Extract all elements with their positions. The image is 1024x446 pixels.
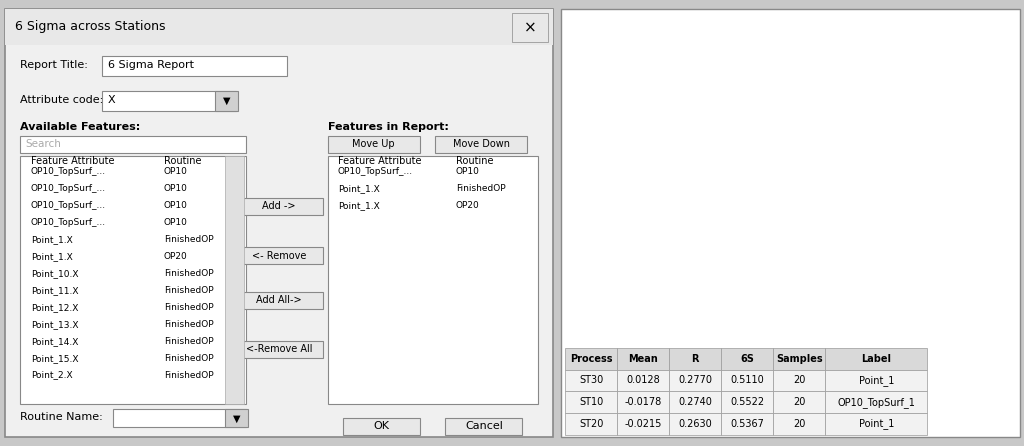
Text: FinishedOP: FinishedOP [164,337,213,346]
Text: FinishedOP: FinishedOP [164,354,213,363]
Text: ST20: ST20 [580,419,603,429]
Text: 0.2740: 0.2740 [679,397,713,407]
Text: Add ->: Add -> [262,202,296,211]
Text: OP20: OP20 [164,252,187,261]
Text: OP10_TopSurf_...: OP10_TopSurf_... [338,167,413,176]
Text: Add All->: Add All-> [256,295,302,305]
Text: ▼: ▼ [232,413,241,423]
Text: Feature Attribute: Feature Attribute [31,157,115,166]
Text: Features in Report:: Features in Report: [328,122,449,132]
Text: Point_13.X: Point_13.X [31,320,78,329]
Text: Point_1: Point_1 [859,375,894,386]
Text: Point_11.X: Point_11.X [31,286,78,295]
Text: Point_1.X: Point_1.X [338,184,380,193]
Text: Point_10.X: Point_10.X [31,269,78,278]
Text: Point_15.X: Point_15.X [31,354,78,363]
Text: ▼: ▼ [222,95,230,105]
Text: 0.0128: 0.0128 [627,376,660,385]
Text: -0.0215: -0.0215 [625,419,662,429]
Text: OP10_TopSurf_...: OP10_TopSurf_... [31,201,105,210]
Text: Point_12.X: Point_12.X [31,303,78,312]
Text: Move Up: Move Up [352,139,395,149]
Text: 20: 20 [794,419,806,429]
Text: OP10_TopSurf_...: OP10_TopSurf_... [31,218,105,227]
Text: Routine Name:: Routine Name: [20,412,103,422]
Text: 6 Sigma across Stations: 6 Sigma across Stations [15,20,166,33]
Text: Point_1.X: Point_1.X [338,201,380,210]
Text: Search: Search [26,139,61,149]
Text: ST30: ST30 [580,376,603,385]
Text: 20: 20 [794,397,806,407]
Text: Label: Label [861,354,892,364]
Text: OP10: OP10 [456,167,479,176]
Text: OP10: OP10 [164,167,187,176]
Text: Mean: Mean [629,354,658,364]
Text: -0.0178: -0.0178 [625,397,662,407]
Bar [666,71,726,294]
Text: ×: × [524,20,537,35]
Text: 20: 20 [794,376,806,385]
Bar [897,81,957,315]
Text: 6S: 6S [740,354,755,364]
Text: OP10: OP10 [164,218,187,227]
Text: FinishedOP: FinishedOP [164,371,213,380]
Text: Feature Attribute: Feature Attribute [338,157,422,166]
Text: OP20: OP20 [456,201,479,210]
Text: Routine: Routine [164,157,202,166]
Text: FinishedOP: FinishedOP [456,184,505,193]
Text: 0.5522: 0.5522 [730,397,765,407]
Text: OP10_TopSurf_...: OP10_TopSurf_... [31,167,105,176]
Text: Point_14.X: Point_14.X [31,337,78,346]
Text: OP10: OP10 [164,201,187,210]
Text: R: R [691,354,699,364]
Text: Cancel: Cancel [465,421,503,431]
Text: FinishedOP: FinishedOP [164,303,213,312]
Text: <- Remove: <- Remove [252,251,306,260]
Text: FinishedOP: FinishedOP [164,235,213,244]
Text: X: X [108,95,115,105]
Text: OK: OK [374,421,389,431]
Text: Point_1.X: Point_1.X [31,252,73,261]
Text: OP10_TopSurf_...: OP10_TopSurf_... [31,184,105,193]
Text: ST10: ST10 [580,397,603,407]
Text: FinishedOP: FinishedOP [164,286,213,295]
Text: OP10: OP10 [164,184,187,193]
Title: 6 Sigma Report: 6 Sigma Report [745,24,878,39]
Text: Report Title:: Report Title: [20,60,88,70]
Text: Available Features:: Available Features: [20,122,140,132]
Text: Point_1.X: Point_1.X [31,235,73,244]
Text: FinishedOP: FinishedOP [164,269,213,278]
Text: Attribute code:: Attribute code: [20,95,103,105]
Text: FinishedOP: FinishedOP [164,320,213,329]
Text: 0.5367: 0.5367 [730,419,764,429]
Text: <-Remove All: <-Remove All [246,344,312,354]
Bar [781,76,842,317]
Text: Move Down: Move Down [453,139,510,149]
Text: Samples: Samples [776,354,823,364]
Text: Point_2.X: Point_2.X [31,371,73,380]
Text: Point_1: Point_1 [859,418,894,429]
Text: Process: Process [570,354,612,364]
Text: 0.5110: 0.5110 [730,376,764,385]
Text: OP10_TopSurf_1: OP10_TopSurf_1 [838,397,915,408]
Text: 6 Sigma Report: 6 Sigma Report [108,60,194,70]
Text: 0.2630: 0.2630 [679,419,713,429]
Text: Routine: Routine [456,157,494,166]
Text: 0.2770: 0.2770 [678,376,713,385]
